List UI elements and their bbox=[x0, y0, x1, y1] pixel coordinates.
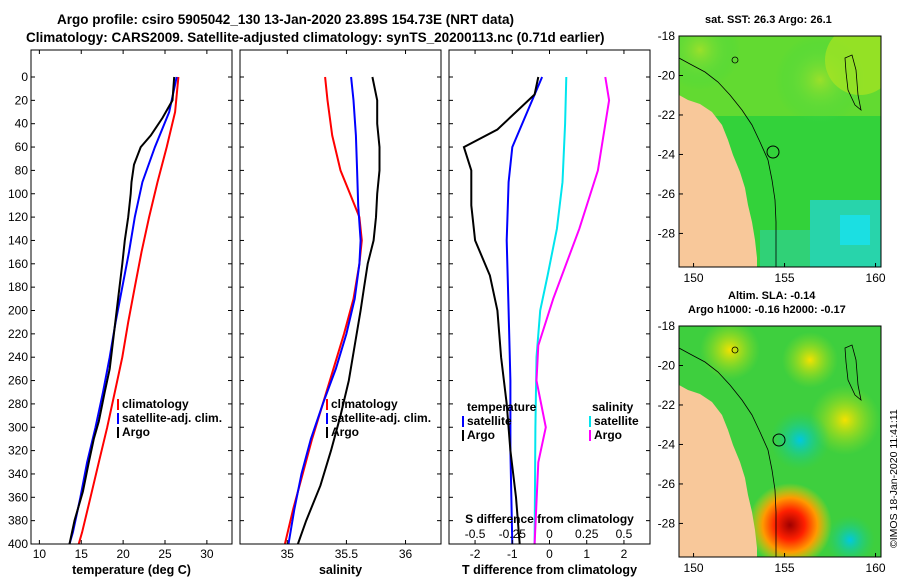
title-line-1: Argo profile: csiro 5905042_130 13-Jan-2… bbox=[57, 12, 514, 27]
y-tick-label: 100 bbox=[8, 187, 28, 201]
legend-label: Argo bbox=[467, 428, 495, 442]
map-x-tick-label: 155 bbox=[775, 561, 795, 575]
legend-label: climatology bbox=[122, 397, 189, 411]
y-tick-label: 0 bbox=[21, 70, 28, 84]
secondary-x-tick-label: 0 bbox=[546, 527, 553, 541]
x-tick-label: 0 bbox=[546, 547, 553, 561]
y-tick-label: 80 bbox=[15, 163, 29, 177]
y-tick-label: 280 bbox=[8, 397, 28, 411]
legend-label: satellite bbox=[467, 414, 512, 428]
map-x-tick-label: 150 bbox=[684, 561, 704, 575]
y-tick-label: 300 bbox=[8, 420, 28, 434]
secondary-x-tick-label: 0.5 bbox=[616, 527, 633, 541]
legend-label: Argo bbox=[122, 425, 150, 439]
y-tick-label: 320 bbox=[8, 444, 28, 458]
map-x-tick-label: 160 bbox=[866, 561, 886, 575]
sla-map-axes: 150 155 160 -18 -20 -22 -24 -26 -28 bbox=[658, 319, 886, 575]
x-tick-label: 30 bbox=[200, 547, 214, 561]
secondary-x-tick-label: 0.25 bbox=[575, 527, 599, 541]
y-tick-label: 260 bbox=[8, 374, 28, 388]
secondary-x-tick-label: -0.5 bbox=[465, 527, 486, 541]
map-x-tick-label: 155 bbox=[775, 271, 795, 285]
x-tick-label: 10 bbox=[33, 547, 47, 561]
y-tick-label: 40 bbox=[15, 117, 29, 131]
axes-frame bbox=[448, 49, 651, 545]
x-tick-label: 1 bbox=[583, 547, 590, 561]
x-axis-label: temperature (deg C) bbox=[72, 563, 191, 577]
y-tick-label: 140 bbox=[8, 233, 28, 247]
series-s-argo bbox=[533, 76, 611, 545]
map-y-tick-label: -26 bbox=[658, 477, 676, 491]
map-y-tick-label: -26 bbox=[658, 187, 676, 201]
x-tick-label: 25 bbox=[158, 547, 172, 561]
series-t-satellite bbox=[505, 76, 544, 545]
sst-map-axes: 150 155 160 -18 -20 -22 -24 -26 -28 bbox=[658, 29, 886, 285]
y-tick-label: 120 bbox=[8, 210, 28, 224]
map-y-tick-label: -18 bbox=[658, 29, 676, 43]
axes-frame bbox=[239, 49, 442, 545]
map-y-tick-label: -28 bbox=[658, 226, 676, 240]
y-tick-label: 20 bbox=[15, 93, 29, 107]
map-y-tick-label: -18 bbox=[658, 319, 676, 333]
legend-label: satellite-adj. clim. bbox=[122, 411, 222, 425]
y-tick-label: 240 bbox=[8, 350, 28, 364]
map-y-tick-label: -22 bbox=[658, 108, 676, 122]
x-axis-label: salinity bbox=[319, 563, 362, 577]
map-y-tick-label: -28 bbox=[658, 516, 676, 530]
y-tick-label: 200 bbox=[8, 304, 28, 318]
map-y-tick-label: -24 bbox=[658, 147, 676, 161]
y-tick-label: 400 bbox=[8, 537, 28, 551]
legend-title: temperature bbox=[467, 400, 537, 414]
map-y-tick-label: -20 bbox=[658, 358, 676, 372]
x-tick-label: 2 bbox=[621, 547, 628, 561]
series-climatology bbox=[77, 76, 180, 545]
map-y-tick-label: -20 bbox=[658, 68, 676, 82]
legend-label: satellite bbox=[594, 414, 639, 428]
secondary-axis-label: S difference from climatology bbox=[465, 512, 634, 526]
x-tick-label: 36 bbox=[399, 547, 413, 561]
axes-frame bbox=[30, 49, 233, 545]
legend-label: Argo bbox=[594, 428, 622, 442]
series-argo bbox=[68, 76, 176, 545]
sst-map bbox=[679, 36, 881, 267]
panel-salinity: 35 35.5 36 salinity climatologysatellite-adj… bbox=[239, 49, 442, 577]
sla-map bbox=[679, 326, 881, 557]
x-tick-label: -2 bbox=[470, 547, 481, 561]
y-tick-label: 220 bbox=[8, 327, 28, 341]
sst-map-title: sat. SST: 26.3 Argo: 26.1 bbox=[705, 14, 832, 26]
x-tick-label: 35.5 bbox=[335, 547, 359, 561]
x-axis-label: T difference from climatology bbox=[462, 563, 637, 577]
series-t-argo bbox=[462, 76, 540, 545]
legend-label: climatology bbox=[331, 397, 398, 411]
series-satellite-adj-clim- bbox=[287, 76, 362, 545]
legend-label: Argo bbox=[331, 425, 359, 439]
map-y-tick-label: -24 bbox=[658, 437, 676, 451]
y-tick-label: 180 bbox=[8, 280, 28, 294]
y-tick-label: 160 bbox=[8, 257, 28, 271]
panel-difference: -2 -1 0 1 2 T difference from climatology temp… bbox=[448, 49, 651, 577]
map-x-tick-label: 150 bbox=[684, 271, 704, 285]
y-tick-label: 60 bbox=[15, 140, 29, 154]
map-y-tick-label: -22 bbox=[658, 398, 676, 412]
series-s-satellite bbox=[533, 76, 568, 545]
sla-map-title-1: Altim. SLA: -0.14 bbox=[728, 290, 816, 302]
x-tick-label: -1 bbox=[507, 547, 518, 561]
y-tick-label: 360 bbox=[8, 490, 28, 504]
legend-label: satellite-adj. clim. bbox=[331, 411, 431, 425]
x-tick-label: 15 bbox=[75, 547, 89, 561]
panel-temperature: 0 20 40 60 80 100 120 140 160 180 200 220 240 260 280 3… bbox=[8, 49, 233, 577]
map-x-tick-label: 160 bbox=[866, 271, 886, 285]
y-tick-label: 380 bbox=[8, 514, 28, 528]
title-line-2: Climatology: CARS2009. Satellite-adjuste… bbox=[26, 30, 605, 45]
x-tick-label: 35 bbox=[281, 547, 295, 561]
x-tick-label: 20 bbox=[116, 547, 130, 561]
legend-title: salinity bbox=[592, 400, 634, 414]
y-tick-label: 340 bbox=[8, 467, 28, 481]
secondary-x-tick-label: -0.25 bbox=[499, 527, 527, 541]
series-argo bbox=[296, 76, 381, 545]
sla-map-title-2: Argo h1000: -0.16 h2000: -0.17 bbox=[688, 304, 846, 316]
